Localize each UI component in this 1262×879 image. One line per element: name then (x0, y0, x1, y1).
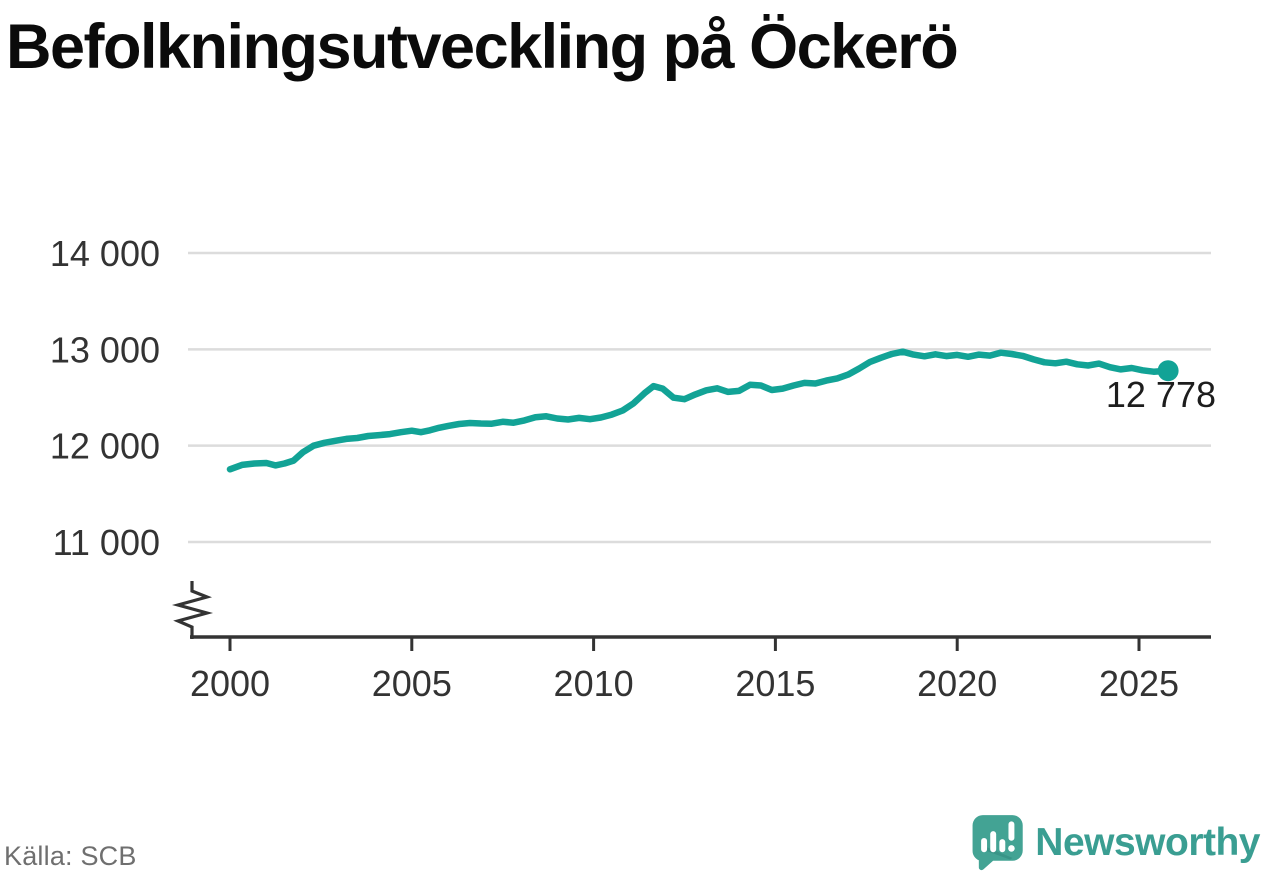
x-axis-tick-label: 2025 (1099, 663, 1179, 704)
y-axis-tick-label: 11 000 (53, 522, 160, 563)
x-axis-tick-label: 2015 (735, 663, 815, 704)
newsworthy-logo: Newsworthy (969, 814, 1260, 871)
newsworthy-speech-bubble-icon (972, 815, 1024, 871)
y-axis-tick-label: 13 000 (50, 329, 160, 370)
chart-title: Befolkningsutveckling på Öckerö (6, 12, 959, 82)
newsworthy-wordmark: Newsworthy (1035, 820, 1260, 864)
axis-break-icon (171, 581, 214, 639)
y-axis-tick-label: 14 000 (50, 233, 160, 274)
last-value-label: 12 778 (1106, 374, 1216, 415)
x-axis-tick-label: 2020 (917, 663, 997, 704)
last-point-dot (1157, 360, 1179, 382)
x-axis-tick-label: 2000 (190, 663, 270, 704)
x-axis-tick-label: 2005 (372, 663, 452, 704)
source-note: Källa: SCB (4, 841, 137, 871)
x-axis-tick-label: 2010 (554, 663, 634, 704)
y-axis-tick-label: 12 000 (50, 426, 160, 467)
population-line (226, 348, 1172, 473)
